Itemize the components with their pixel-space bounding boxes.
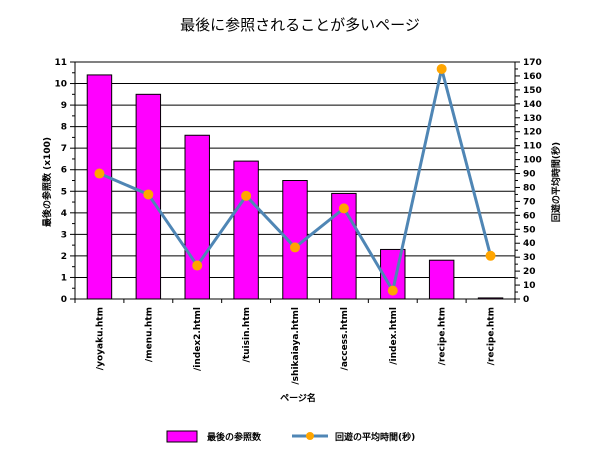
y-left-tick-label: 6 [61, 166, 67, 176]
y-right-tick-label: 100 [523, 156, 542, 166]
x-tick-label: /menu.htm [144, 307, 154, 362]
x-tick-label: /recipe.htm [487, 307, 497, 365]
x-tick-label: /tuisin.htm [242, 307, 252, 362]
y-right-tick-label: 70 [523, 197, 536, 207]
y-left-tick-label: 9 [61, 101, 67, 111]
chart-title: 最後に参照されることが多いページ [180, 16, 420, 34]
line-point [338, 203, 349, 214]
legend-swatch-marker [306, 432, 314, 440]
y-left-tick-label: 5 [61, 187, 67, 197]
line-point [387, 285, 398, 296]
y-left-tick-label: 8 [61, 123, 67, 133]
x-axis-title: ページ名 [280, 392, 316, 404]
y-right-tick-label: 140 [523, 100, 542, 110]
x-tick-label: /yoyaku.htm [95, 307, 105, 370]
y-right-tick-label: 30 [523, 253, 536, 263]
y-right-tick-label: 150 [523, 86, 542, 96]
y-right-tick-label: 130 [523, 114, 542, 124]
x-tick-label: /index2.html [193, 307, 203, 371]
y-left-tick-label: 0 [61, 295, 67, 305]
x-tick-label: /recipe.htm [438, 307, 448, 365]
legend-label-line: 回遊の平均時間(秒) [335, 431, 415, 443]
bar [428, 259, 455, 300]
axes [70, 61, 520, 303]
bar-series [86, 74, 504, 300]
legend-label-bar: 最後の参照数 [207, 431, 262, 443]
line-point [290, 242, 300, 253]
bar [233, 160, 259, 300]
tick-labels: 0123456789101101020304050607080901001101… [54, 58, 541, 385]
line-point [241, 190, 252, 201]
y-right-tick-label: 50 [523, 225, 536, 235]
y-left-tick-label: 11 [54, 58, 67, 68]
y-left-tick-label: 1 [61, 273, 67, 283]
line-point [485, 250, 496, 261]
line-point [143, 189, 154, 200]
y-left-tick-label: 4 [61, 209, 67, 219]
line-series [94, 63, 496, 296]
y-right-tick-label: 40 [523, 239, 536, 249]
y-left-tick-label: 3 [61, 230, 67, 240]
y-axis-left-title: 最後の参照数 (x100) [41, 137, 53, 227]
x-tick-label: /shikaiaya.html [291, 307, 301, 385]
bar [86, 74, 113, 300]
y-right-tick-label: 10 [523, 281, 536, 291]
y-left-tick-label: 7 [61, 144, 67, 154]
y-left-tick-label: 10 [54, 80, 67, 90]
bar [184, 134, 210, 300]
line-point [94, 168, 105, 179]
legend: 最後の参照数 回遊の平均時間(秒) [166, 430, 415, 443]
y-right-tick-label: 120 [523, 128, 542, 138]
y-right-tick-label: 80 [523, 183, 536, 193]
y-right-tick-label: 0 [523, 295, 529, 305]
x-tick-label: /access.html [340, 307, 350, 370]
y-right-tick-label: 160 [523, 72, 542, 82]
y-right-tick-label: 90 [523, 170, 536, 180]
y-right-tick-label: 110 [523, 142, 542, 152]
y-right-tick-label: 20 [523, 267, 536, 277]
legend-swatch-bar [166, 430, 198, 443]
y-right-tick-label: 60 [523, 211, 536, 221]
line-point [192, 260, 203, 271]
line-point [436, 63, 447, 74]
x-tick-label: /index.html [389, 307, 399, 365]
y-right-tick-label: 170 [523, 58, 542, 68]
y-axis-right-title: 回遊の平均時間(秒) [550, 142, 562, 222]
y-left-tick-label: 2 [61, 252, 67, 262]
